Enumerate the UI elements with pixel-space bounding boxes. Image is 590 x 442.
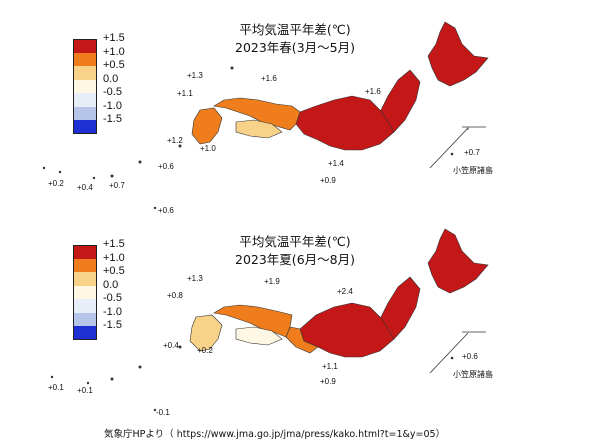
temp-anomaly-label: +0.9	[320, 176, 336, 185]
legend-swatch	[73, 120, 97, 134]
legend-label: +1.5	[103, 238, 125, 250]
temp-anomaly-label: +1.9	[264, 277, 280, 286]
temp-anomaly-label: +1.6	[261, 74, 277, 83]
island-marker	[450, 356, 454, 360]
temp-anomaly-label: +0.1	[48, 383, 64, 392]
legend-label: -1.5	[103, 113, 122, 125]
legend-label: -0.5	[103, 292, 122, 304]
island-marker	[50, 375, 54, 379]
temp-anomaly-label: +1.3	[187, 274, 203, 283]
legend-swatch	[73, 285, 97, 299]
island-marker	[86, 381, 90, 385]
legend-swatch	[73, 312, 97, 326]
legend-label: 0.0	[103, 278, 119, 291]
map-title-line2: 2023年春(3月～5月)	[235, 40, 355, 55]
legend-swatch	[73, 299, 97, 313]
legend-label: +0.5	[103, 59, 125, 71]
island-marker	[138, 160, 142, 164]
temp-anomaly-label: -0.1	[156, 408, 170, 417]
temp-anomaly-label: +1.1	[322, 362, 338, 371]
map-title-line1: 平均気温平年差(℃)	[239, 22, 351, 37]
chugoku-kinki-region	[213, 97, 301, 131]
legend-swatch	[73, 66, 97, 80]
shikoku-region	[235, 326, 283, 346]
island-marker	[230, 66, 234, 70]
temp-anomaly-label: +0.7	[109, 181, 125, 190]
temp-anomaly-label: +1.0	[200, 144, 216, 153]
temp-anomaly-label: +0.4	[163, 341, 179, 350]
legend-swatch	[73, 326, 97, 340]
hokkaido-region	[427, 21, 489, 87]
legend-label: +0.5	[103, 265, 125, 277]
temp-anomaly-label: +1.3	[187, 71, 203, 80]
island-marker	[153, 408, 157, 412]
legend-swatch	[73, 258, 97, 272]
legend-swatch	[73, 39, 97, 53]
map-title-line2: 2023年夏(6月～8月)	[235, 252, 355, 267]
legend-swatch	[73, 272, 97, 286]
kyushu-region	[189, 314, 223, 352]
legend-summer: +1.5 +1.0 +0.5 0.0 -0.5 -1.0 -1.5	[73, 238, 143, 340]
legend-label: 0.0	[103, 72, 119, 85]
temp-anomaly-label: +0.2	[197, 346, 213, 355]
legend-swatch	[73, 245, 97, 259]
ogasawara-label: 小笠原諸島	[453, 166, 493, 175]
island-marker	[450, 152, 454, 156]
ogasawara-inset-frame	[429, 126, 469, 169]
source-credit: 気象庁HPより（ https://www.jma.go.jp/jma/press…	[104, 429, 446, 440]
temp-anomaly-label: +1.6	[365, 87, 381, 96]
japan-map-spring	[42, 21, 489, 210]
japan-map-summer	[50, 228, 489, 412]
ogasawara-inset-frame	[429, 332, 469, 374]
temp-anomaly-label: +0.7	[464, 148, 480, 157]
legend-spring: +1.5 +1.0 +0.5 0.0 -0.5 -1.0 -1.5	[73, 32, 143, 134]
temp-anomaly-label: +0.1	[77, 386, 93, 395]
kyushu-region	[191, 107, 223, 145]
temp-anomaly-label: +0.8	[167, 291, 183, 300]
island-marker	[178, 144, 182, 148]
island-marker	[138, 365, 142, 369]
temp-anomaly-label: +0.4	[77, 183, 93, 192]
temp-anomaly-label: +1.1	[177, 89, 193, 98]
legend-label: +1.0	[103, 45, 125, 58]
legend-label: -1.5	[103, 319, 122, 331]
island-marker	[42, 166, 46, 170]
island-marker	[92, 176, 96, 180]
temp-anomaly-label: +0.6	[158, 206, 174, 215]
map-title-line1: 平均気温平年差(℃)	[239, 234, 351, 249]
island-marker	[58, 170, 62, 174]
temp-anomaly-label: +0.2	[48, 179, 64, 188]
temp-anomaly-label: +2.4	[337, 287, 353, 296]
legend-swatch	[73, 106, 97, 120]
legend-swatch	[73, 52, 97, 66]
legend-label: +1.0	[103, 251, 125, 264]
temp-anomaly-label: +0.6	[462, 352, 478, 361]
legend-label: -1.0	[103, 305, 122, 318]
island-marker	[110, 174, 114, 178]
legend-label: +1.5	[103, 32, 125, 44]
legend-swatch	[73, 79, 97, 93]
map-panel-spring: +1.5 +1.0 +0.5 0.0 -0.5 -1.0 -1.5 平均気温平年…	[0, 0, 590, 215]
temp-anomaly-label: +0.6	[158, 162, 174, 171]
temp-anomaly-label: +1.2	[167, 136, 183, 145]
hokkaido-region	[427, 228, 489, 294]
shikoku-region	[235, 119, 283, 139]
island-marker	[178, 345, 182, 349]
map-panel-summer: +1.5 +1.0 +0.5 0.0 -0.5 -1.0 -1.5 平均気温平年…	[0, 215, 590, 425]
legend-swatch	[73, 93, 97, 107]
temp-anomaly-label: +0.9	[320, 377, 336, 386]
honshu-central-region	[295, 95, 395, 151]
legend-label: -1.0	[103, 99, 122, 112]
ogasawara-label: 小笠原諸島	[453, 370, 493, 379]
island-marker	[110, 377, 114, 381]
legend-label: -0.5	[103, 86, 122, 98]
temp-anomaly-label: +1.4	[328, 159, 344, 168]
island-marker	[153, 206, 157, 210]
